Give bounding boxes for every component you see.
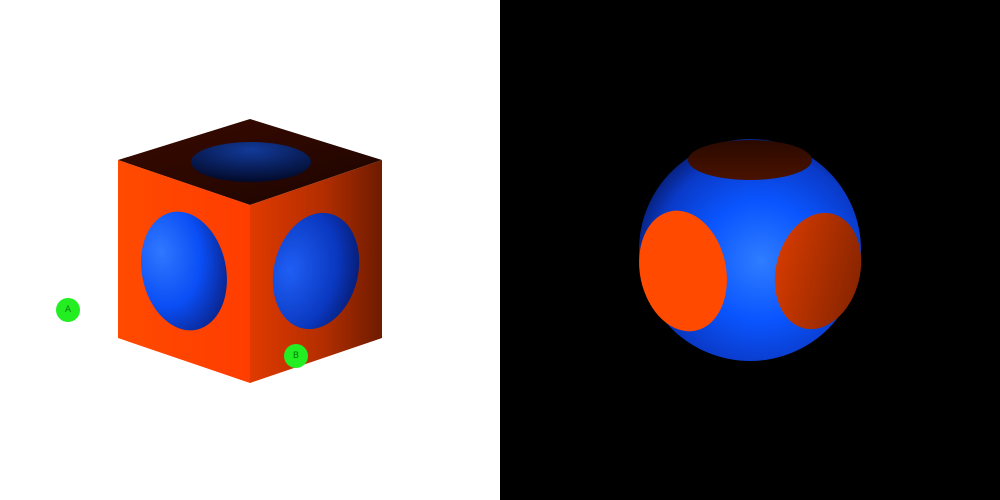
sphere-right-face [774,212,862,330]
left-view-canvas[interactable]: A B [0,0,500,500]
left-view-panel[interactable]: A B [0,0,500,500]
marker-a-dot [56,298,80,322]
marker-b[interactable]: B [284,344,308,368]
marker-b-dot [284,344,308,368]
sphere-top-face [688,140,812,180]
right-view-panel[interactable] [500,0,1000,500]
marker-a-label: A [65,305,72,315]
marker-a[interactable]: A [56,298,80,322]
cube-top-cutout [191,142,311,182]
right-view-canvas[interactable] [500,0,1000,500]
cube-right-cutout [272,212,360,330]
cube-left-cutout [141,211,227,331]
sphere-left-face [639,210,727,332]
marker-b-label: B [293,351,299,361]
